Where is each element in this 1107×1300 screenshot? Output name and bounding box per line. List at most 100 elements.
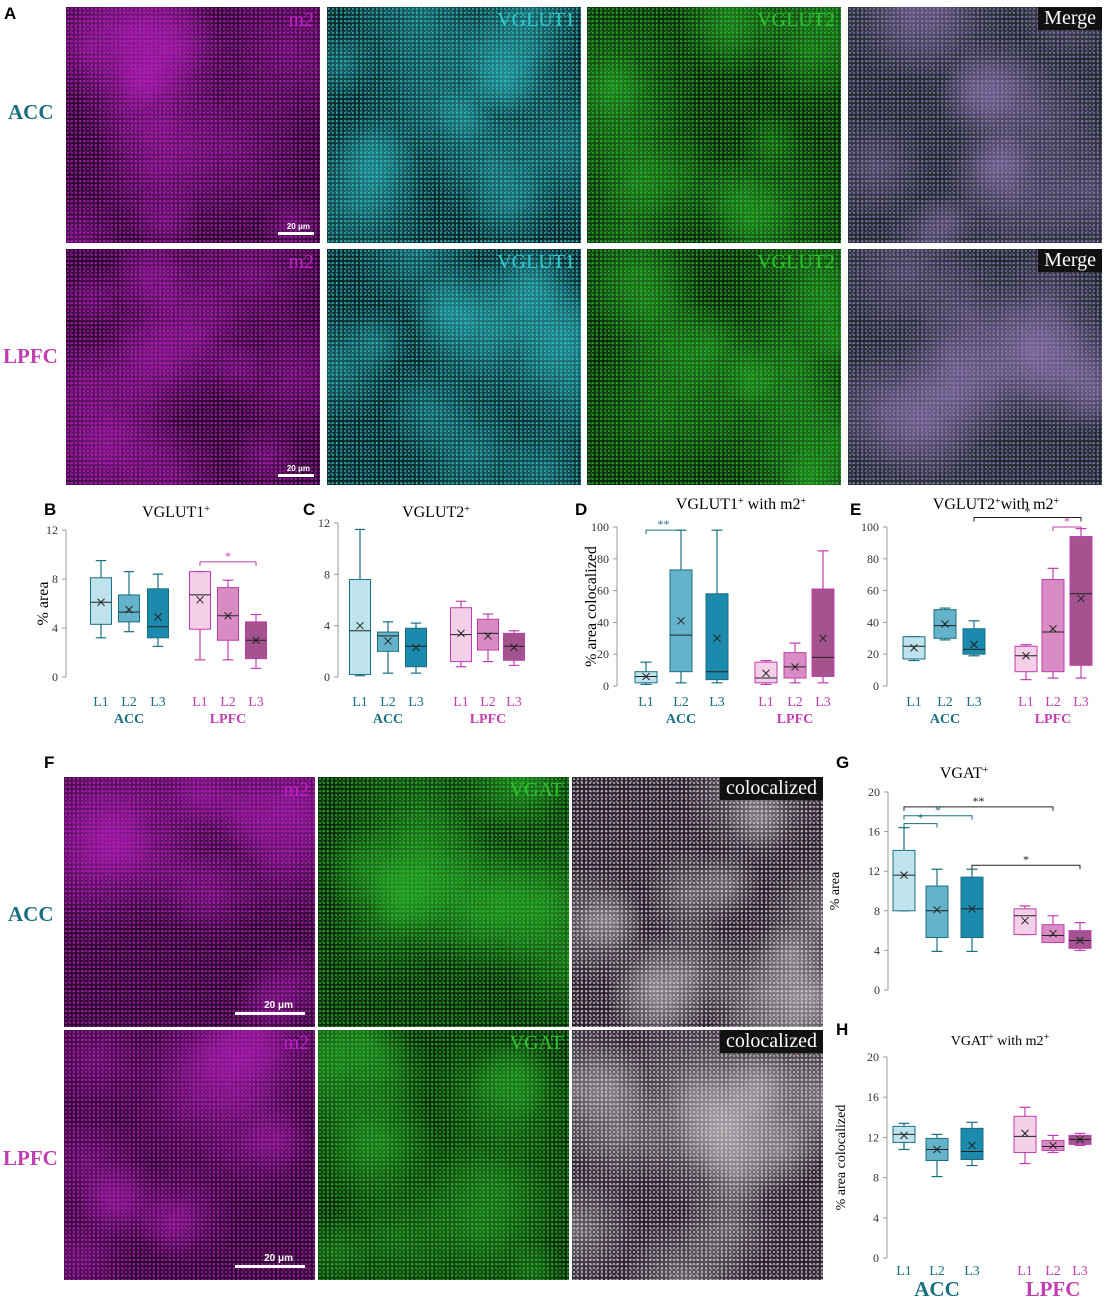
micrograph-lpfc-vglut1-label: VGLUT1: [497, 251, 575, 273]
box-b-4: [217, 579, 239, 661]
significance-bracket: [973, 516, 1082, 522]
box-e-2: [962, 620, 986, 657]
micrograph-lpfc-m2-label: m2: [288, 251, 314, 273]
micrograph-f-lpfc-m2-label: m2: [283, 1032, 309, 1054]
box-mean-marker: [933, 1145, 941, 1154]
x-tick-label: L2: [220, 695, 236, 710]
panel-letter-d: D: [575, 500, 588, 519]
box-iqr: [1013, 1115, 1037, 1153]
micrograph-lpfc-vglut1: VGLUT1: [327, 249, 581, 485]
panel-letter-e: E: [850, 500, 862, 519]
box-b-1: [118, 571, 140, 633]
chart-b-ylabel: % area: [35, 582, 52, 626]
box-mean-marker: [968, 904, 976, 913]
micrograph-f-acc-vgat: VGAT: [318, 777, 569, 1027]
row-label-lpfc-a: LPFC: [3, 344, 58, 368]
x-tick-label: L3: [248, 695, 264, 710]
y-tick-label: 12: [318, 516, 330, 530]
box-iqr: [783, 652, 807, 679]
significance-bracket: [199, 561, 257, 566]
x-tick-label: L3: [709, 695, 725, 710]
box-d-4: [783, 642, 807, 684]
box-mean-marker: [910, 643, 918, 652]
y-tick-label: 8: [873, 1171, 879, 1185]
micrograph-acc-merge-label: Merge: [1038, 7, 1102, 30]
box-mean-marker: [677, 616, 685, 625]
box-mean-marker: [224, 611, 232, 620]
scale-bar: [278, 474, 314, 477]
micrograph-lpfc-vglut2: VGLUT2: [587, 249, 841, 485]
box-h-5: [1068, 1132, 1092, 1147]
box-mean-marker: [1021, 1129, 1029, 1138]
panel-letter-g: G: [836, 753, 850, 772]
x-tick-label: L3: [964, 1264, 980, 1279]
box-d-1: [669, 529, 693, 684]
box-iqr: [1014, 645, 1038, 673]
box-iqr: [118, 594, 140, 623]
box-g-1: [925, 868, 949, 952]
x-tick-label: L2: [1045, 695, 1061, 710]
micrograph-f-acc-m2: m2 20 μm: [64, 777, 315, 1027]
box-e-3: [1014, 644, 1038, 681]
x-tick-label: L3: [506, 695, 522, 710]
group-label-acc: ACC: [114, 712, 144, 727]
x-tick-label: L3: [408, 695, 424, 710]
micrograph-f-acc-m2-label: m2: [283, 779, 309, 801]
box-h-4: [1041, 1134, 1065, 1154]
group-label-lpfc: LPFC: [1026, 1277, 1081, 1300]
micrograph-f-lpfc-colocalized: colocalized: [572, 1030, 823, 1280]
significance-bracket: [971, 864, 1081, 870]
row-label-acc-f: ACC: [8, 902, 54, 926]
box-mean-marker: [900, 1131, 908, 1140]
box-mean-marker: [154, 613, 162, 621]
box-b-2: [147, 573, 169, 647]
x-tick-label: L2: [937, 695, 953, 710]
box-mean-marker: [642, 672, 650, 681]
x-tick-label: L1: [352, 695, 368, 710]
significance-bracket: [903, 815, 973, 820]
box-g-3: [1013, 905, 1037, 936]
x-tick-label: L2: [480, 695, 496, 710]
box-mean-marker: [762, 669, 770, 678]
box-iqr: [1013, 908, 1037, 936]
box-h-2: [960, 1121, 984, 1167]
y-tick-label: 20: [868, 785, 880, 799]
significance-label: *: [1064, 514, 1070, 528]
x-tick-label: L1: [906, 695, 922, 710]
scale-bar: [235, 1012, 305, 1015]
scale-bar-label: 20 μm: [264, 1253, 293, 1264]
box-mean-marker: [484, 632, 492, 640]
box-g-2: [960, 868, 984, 952]
y-tick-label: 80: [597, 552, 609, 566]
significance-label: *: [918, 811, 924, 825]
significance-label: *: [1023, 852, 1029, 866]
x-tick-label: L2: [929, 1264, 945, 1279]
row-label-acc-a: ACC: [8, 100, 54, 124]
significance-bracket: [645, 529, 682, 535]
chart-b: 0 4 8 12 % area VGLUT1+ L1 L2 L3 L1 L2 L3 ACC LPFC *: [35, 504, 267, 727]
box-mean-marker: [125, 605, 133, 614]
box-iqr: [811, 588, 835, 677]
y-tick-label: 16: [868, 825, 880, 839]
x-tick-label: L1: [453, 695, 469, 710]
x-tick-label: L1: [192, 695, 208, 710]
micrograph-acc-vglut2: VGLUT2: [587, 7, 841, 243]
y-tick-label: 12: [867, 1130, 879, 1144]
group-label-acc: ACC: [914, 1277, 960, 1300]
y-tick-label: 0: [52, 670, 58, 684]
y-tick-label: 12: [46, 523, 58, 537]
scale-bar: [235, 1265, 305, 1268]
box-c-0: [349, 528, 371, 677]
micrograph-acc-m2-label: m2: [288, 9, 314, 31]
micrograph-lpfc-m2: m2 20 μm: [66, 249, 320, 485]
box-c-5: [503, 630, 525, 667]
box-e-4: [1041, 567, 1065, 679]
chart-h: 0 4 8 12 16 20 % area colocalized VGAT+ with m2…: [834, 1032, 1092, 1300]
box-c-1: [377, 621, 399, 674]
box-b-3: [189, 571, 211, 661]
box-mean-marker: [933, 905, 941, 914]
box-mean-marker: [1049, 624, 1057, 633]
x-tick-label: L1: [93, 695, 109, 710]
y-tick-label: 20: [867, 1050, 879, 1064]
